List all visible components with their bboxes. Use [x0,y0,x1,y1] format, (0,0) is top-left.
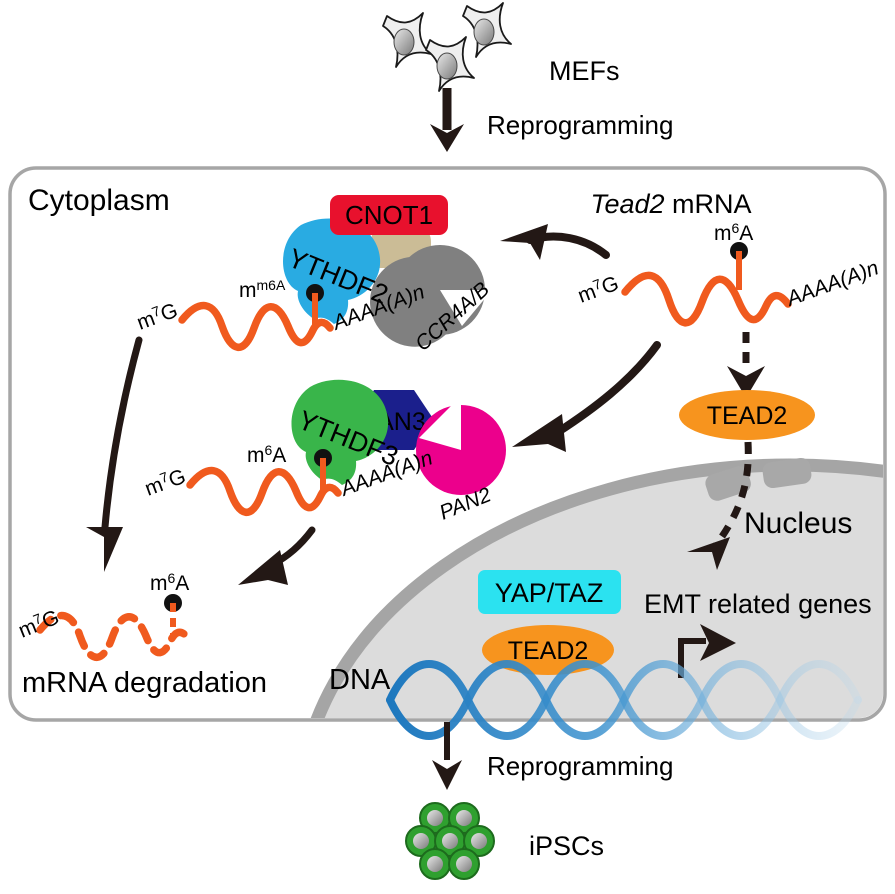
ipsc-cell [419,802,451,834]
reprogramming-arrow-top [430,88,464,152]
arrow-ythdf3-to-degradation [238,526,316,585]
nuclear-pore [705,466,751,501]
tead2-mrna-title: Tead2 mRNA [590,189,751,219]
transcription-start-arrow [678,624,736,678]
yap-taz-box [478,570,621,614]
ipsc-cell [448,802,480,834]
reprogramming-label-bottom: Reprogramming [487,751,673,781]
cnot1-badge [330,195,448,235]
mefs-label: MEFs [549,56,620,86]
ipsc-cell [434,825,466,857]
ipsc-cell [405,825,437,857]
mef-cell [425,36,475,92]
ipscs-label: iPSCs [529,831,604,861]
mef-cell [382,12,432,68]
arrow-mrna-to-ythdf2 [500,224,610,260]
nuclear-pore [762,457,812,489]
tead2-protein-label: TEAD2 [707,402,788,430]
arrow-ythdf2-to-degradation [86,336,143,572]
ythdf3-complex: PAN3 PAN2 YTHDF3 m6A m7G AAAA(A)n [141,379,506,525]
m7g-cap-label: m7G [574,270,622,308]
arrow-mrna-to-ythdf3 [512,341,661,452]
translation-dashed-arrow [727,332,765,398]
tead2-nuclear-label: TEAD2 [508,637,589,665]
cnot1-label: CNOT1 [345,200,433,230]
mefs-cell-cluster [382,2,512,92]
mrna-word: mRNA [665,189,752,219]
cytoplasm-label: Cytoplasm [28,184,170,217]
emt-genes-label: EMT related genes [644,589,872,619]
ipsc-cell [448,848,480,880]
reprogramming-label-top: Reprogramming [487,110,673,140]
mef-cell [462,2,512,58]
mrna-degradation-group: m6A m7G mRNA degradation [15,570,268,699]
dna-label: DNA [329,664,391,696]
yap-taz-label: YAP/TAZ [495,578,604,608]
nucleus-label: Nucleus [744,507,852,540]
ipsc-cell [463,825,495,857]
nuclear-import-dashed-arrow [687,441,752,570]
mrna-degradation-label: mRNA degradation [22,667,267,699]
tead2-protein: TEAD2 [679,390,815,440]
ipsc-cell [419,848,451,880]
tead2-gene-name: Tead2 [590,189,664,219]
yap-taz-complex: YAP/TAZ [478,570,621,614]
reprogramming-arrow-bottom [432,722,462,790]
dna-double-helix [386,660,862,740]
svg-text:Tead2 mRNA: Tead2 mRNA [590,189,751,219]
m7g-cap-label: m7G [133,297,181,335]
ipsc-colony [405,802,495,880]
